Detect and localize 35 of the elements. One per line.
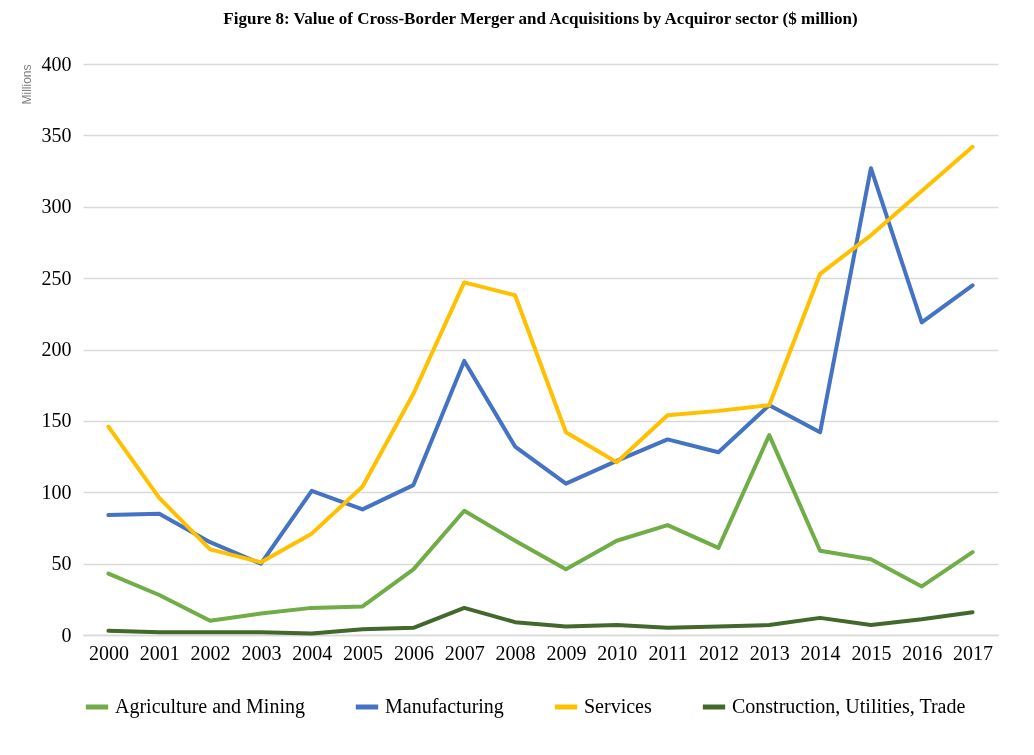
legend-label: Manufacturing [385, 695, 504, 718]
legend-label: Services [584, 695, 652, 717]
x-tick-label: 2011 [648, 641, 688, 664]
y-tick-label: 400 [41, 52, 72, 75]
y-tick-label: 150 [41, 409, 72, 432]
x-tick-label: 2001 [139, 641, 180, 664]
x-tick-label: 2008 [495, 641, 536, 664]
x-tick-label: 2009 [546, 641, 587, 664]
x-tick-label: 2000 [88, 641, 129, 664]
x-tick-label: 2012 [698, 641, 739, 664]
y-tick-label: 0 [61, 623, 72, 646]
legend-label: Agriculture and Mining [115, 695, 305, 718]
y-tick-label: 200 [41, 338, 72, 360]
y-tick-label: 350 [41, 123, 72, 146]
x-tick-label: 2003 [241, 641, 282, 664]
x-tick-label: 2014 [800, 641, 841, 664]
x-tick-label: 2016 [902, 641, 943, 664]
line-series [106, 433, 975, 623]
x-tick-label: 2010 [597, 641, 638, 664]
y-axis-title: Millions [19, 64, 34, 105]
x-tick-label: 2005 [343, 641, 384, 664]
x-tick-label: 2013 [749, 641, 790, 664]
x-tick-label: 2002 [190, 641, 231, 664]
x-tick-label: 2017 [953, 641, 994, 664]
y-tick-label: 300 [41, 195, 72, 218]
x-tick-label: 2007 [444, 641, 485, 664]
y-tick-label: 100 [41, 480, 72, 503]
y-tick-label: 50 [51, 552, 72, 575]
line-series [106, 605, 975, 636]
chart-title: Figure 8: Value of Cross-Border Merger and Acquisitions by Acquiror sector ($ million) [223, 9, 858, 28]
y-tick-label: 250 [41, 266, 72, 289]
x-tick-label: 2004 [292, 641, 333, 664]
x-tick-label: 2015 [851, 641, 892, 664]
legend-label: Construction, Utilities, Trade [732, 695, 966, 717]
x-tick-label: 2006 [393, 641, 434, 664]
